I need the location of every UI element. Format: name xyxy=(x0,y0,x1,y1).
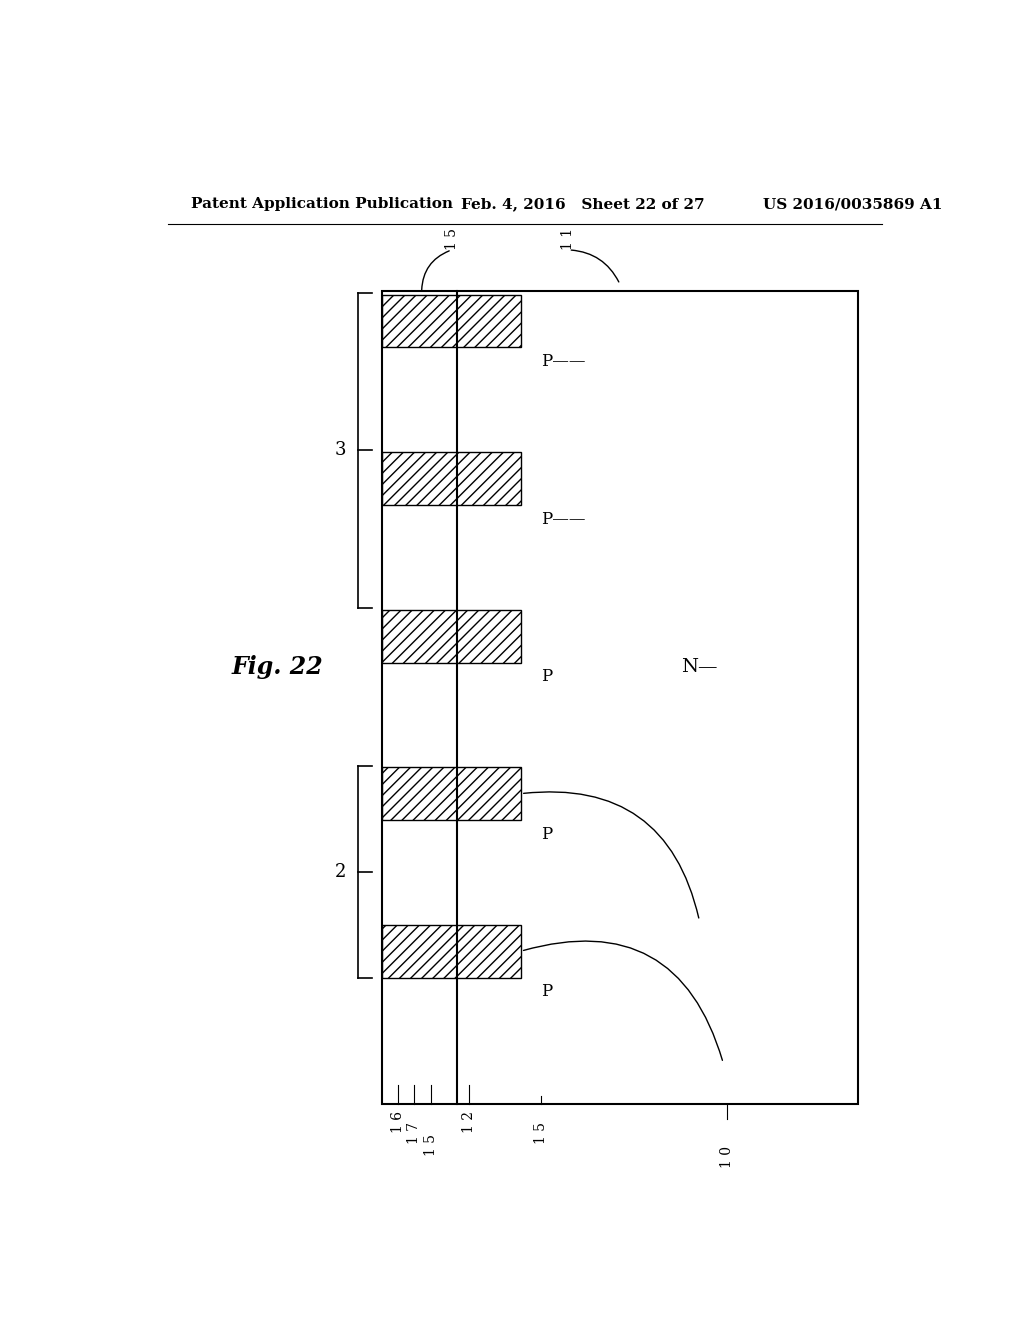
Text: US 2016/0035869 A1: US 2016/0035869 A1 xyxy=(763,197,942,211)
Text: P: P xyxy=(541,826,552,842)
Text: 1 6: 1 6 xyxy=(391,1110,404,1133)
Bar xyxy=(382,925,521,978)
Bar xyxy=(382,453,521,506)
Text: P: P xyxy=(541,983,552,1001)
Text: Feb. 4, 2016   Sheet 22 of 27: Feb. 4, 2016 Sheet 22 of 27 xyxy=(461,197,705,211)
Text: P: P xyxy=(541,668,552,685)
Text: 2: 2 xyxy=(335,863,346,880)
Text: P——: P—— xyxy=(541,511,585,528)
Text: 1 7: 1 7 xyxy=(407,1122,421,1144)
Text: N—: N— xyxy=(681,657,718,676)
Text: 1 5: 1 5 xyxy=(444,228,459,249)
Text: 1 5: 1 5 xyxy=(534,1122,548,1144)
Text: 1 2: 1 2 xyxy=(462,1110,476,1133)
Bar xyxy=(382,290,858,1104)
Text: 3: 3 xyxy=(335,441,346,459)
Bar xyxy=(382,294,521,347)
Text: P——: P—— xyxy=(541,354,585,370)
Text: Patent Application Publication: Patent Application Publication xyxy=(191,197,454,211)
Bar xyxy=(382,610,521,663)
Text: 1 1: 1 1 xyxy=(561,228,575,249)
Bar xyxy=(382,767,521,820)
Text: 1 0: 1 0 xyxy=(720,1146,734,1168)
Text: Fig. 22: Fig. 22 xyxy=(231,655,323,678)
Text: 1 5: 1 5 xyxy=(424,1134,438,1156)
